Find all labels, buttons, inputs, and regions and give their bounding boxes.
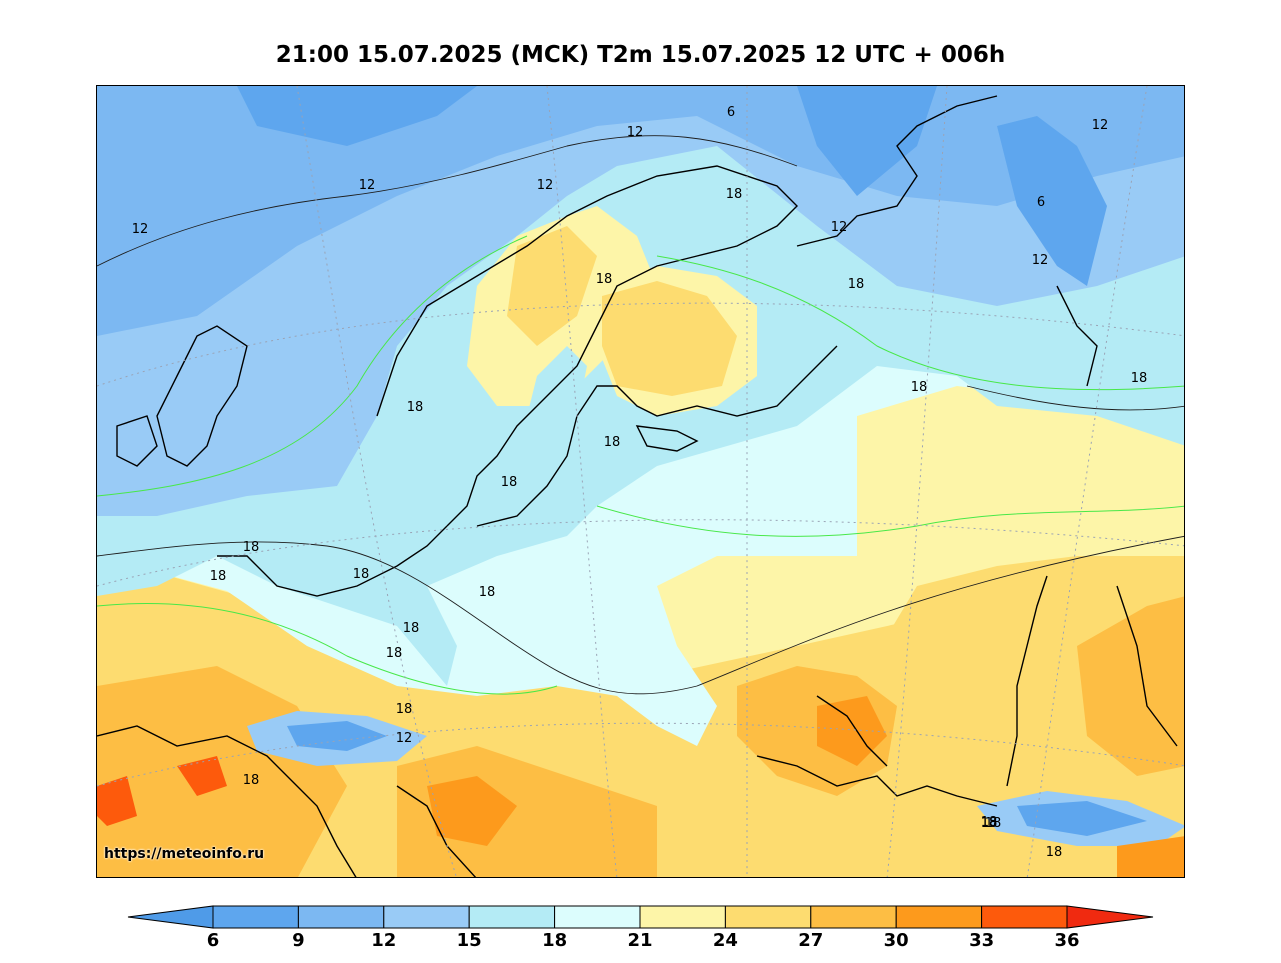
colorbar-cell <box>639 905 726 929</box>
contour-label: 18 <box>848 277 865 292</box>
colorbar-tick-label: 6 <box>206 930 220 951</box>
colorbar-tick-label: 33 <box>969 930 995 951</box>
contour-label: 18 <box>1046 845 1063 860</box>
contour-label: 18 <box>596 272 613 287</box>
contour-label: 18 <box>981 816 998 831</box>
colorbar-cell <box>724 905 812 929</box>
contour-label: 18 <box>243 773 260 788</box>
contour-label: 18 <box>407 400 424 415</box>
contour-label: 6 <box>727 105 735 120</box>
contour-label: 18 <box>1131 371 1148 386</box>
contour-label: 18 <box>911 380 928 395</box>
contour-label: 18 <box>985 816 1002 831</box>
temperature-map: 6 12 12 12 12 12 12 6 12 18 18 18 18 18 … <box>96 85 1185 878</box>
contour-label: 18 <box>386 646 403 661</box>
map-title: 21:00 15.07.2025 (MCK) T2m 15.07.2025 12… <box>275 42 1006 68</box>
contour-label: 18 <box>210 569 227 584</box>
contour-label: 12 <box>1032 253 1049 268</box>
graticule <box>97 86 1184 877</box>
colorbar-tick-label: 9 <box>292 930 305 951</box>
coastlines <box>97 95 1178 877</box>
contour-label: 18 <box>981 815 998 830</box>
colorbar-tick-label: 15 <box>456 930 482 951</box>
colorbar-cell <box>468 905 556 929</box>
contour-label: 18 <box>396 702 413 717</box>
contour-label: 12 <box>359 178 376 193</box>
contour-labels: 6 12 12 12 12 12 12 6 12 18 18 18 18 18 … <box>132 105 1148 860</box>
contour-label: 12 <box>537 178 554 193</box>
colorbar-cell <box>554 905 641 929</box>
contour-label: 6 <box>1037 195 1045 210</box>
colorbar-tick-label: 21 <box>627 930 653 951</box>
colorbar-tick-label: 18 <box>542 930 568 951</box>
contour-label: 12 <box>831 220 848 235</box>
colorbar-tick-label: 24 <box>712 930 738 951</box>
contour-label: 18 <box>243 540 260 555</box>
colorbar-min-arrow <box>127 905 214 929</box>
contour-label: 18 <box>501 475 518 490</box>
colorbar-cell <box>297 905 385 929</box>
contour-label: 18 <box>604 435 621 450</box>
source-link[interactable]: https://meteoinfo.ru <box>104 846 265 862</box>
isotherm-lines <box>97 135 1184 695</box>
contour-label: 12 <box>1092 118 1109 133</box>
contour-label: 18 <box>403 621 420 636</box>
contour-label: 12 <box>132 222 149 237</box>
colorbar-cell <box>383 905 470 929</box>
colorbar-max-arrow <box>1066 905 1154 929</box>
colorbar-cell <box>810 905 897 929</box>
isotherm-green-lines <box>97 235 1184 695</box>
contour-label: 12 <box>627 125 644 140</box>
contour-label: 18 <box>726 187 743 202</box>
colorbar-cell <box>895 905 983 929</box>
contour-label: 18 <box>353 567 370 582</box>
colorbar-cell <box>981 905 1068 929</box>
colorbar-cell <box>212 905 299 929</box>
colorbar-tick-label: 30 <box>883 930 909 951</box>
contour-label: 12 <box>396 731 413 746</box>
colorbar-tick-label: 27 <box>798 930 824 951</box>
colorbar-tick-label: 36 <box>1054 930 1080 951</box>
colorbar-tick-label: 12 <box>371 930 397 951</box>
contour-label: 18 <box>479 585 496 600</box>
